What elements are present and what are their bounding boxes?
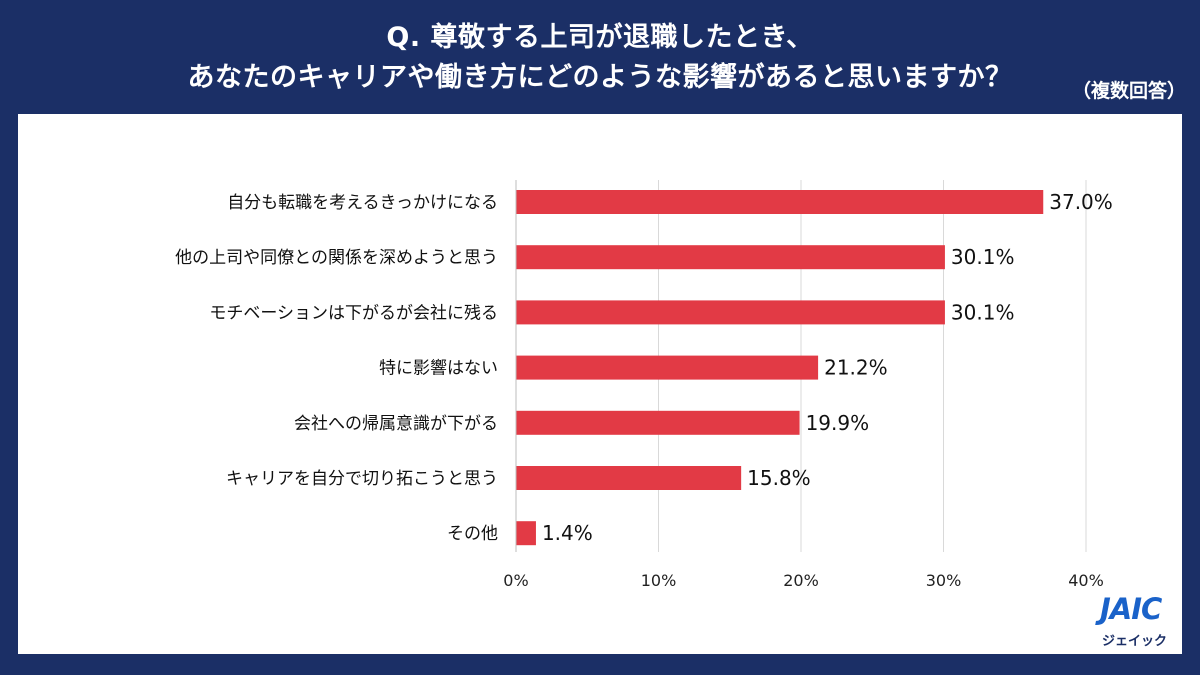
bar: [516, 300, 945, 325]
value-label: 1.4%: [542, 521, 593, 545]
value-label: 30.1%: [951, 300, 1015, 324]
title-line-1: Q. 尊敬する上司が退職したとき、: [386, 22, 814, 53]
x-tick-label: 30%: [926, 571, 962, 590]
value-label: 19.9%: [806, 411, 870, 435]
title-line-2: あなたのキャリアや働き方にどのような影響があると思いますか？: [187, 62, 1013, 93]
logo-text: ジェイック: [1102, 634, 1168, 649]
category-label: モチベーションは下がるが会社に残る: [209, 303, 498, 323]
chart-title: Q. 尊敬する上司が退職したとき、 あなたのキャリアや働き方にどのような影響があ…: [0, 18, 1200, 98]
category-label: 特に影響はない: [379, 359, 498, 379]
value-label: 37.0%: [1049, 190, 1113, 214]
value-label: 15.8%: [747, 466, 811, 490]
multiple-answer-note: （複数回答）: [1071, 80, 1186, 102]
x-tick-label: 0%: [503, 571, 528, 590]
jaic-logo: JAIC ジェイック: [1092, 592, 1184, 652]
x-tick-label: 20%: [783, 571, 819, 590]
category-label: キャリアを自分で切り拓こうと思う: [226, 469, 498, 489]
value-label: 30.1%: [951, 245, 1015, 269]
bar: [516, 245, 945, 270]
bar: [516, 190, 1044, 214]
category-label: 他の上司や同僚との関係を深めようと思う: [175, 248, 498, 268]
category-label: その他: [447, 524, 498, 544]
category-label: 自分も転職を考えるきっかけになる: [227, 193, 498, 213]
bar-chart: 0% 10% 20% 30% 40% 自分も転職を考えるきっかけになる 37.0% 他の上司や…: [175, 180, 1113, 590]
logo-mark: JAIC: [1100, 592, 1162, 626]
bar: [516, 355, 819, 380]
value-label: 21.2%: [824, 356, 888, 380]
category-label: 会社への帰属意識が下がる: [294, 414, 498, 434]
bar: [516, 521, 536, 546]
chart-panel: 0% 10% 20% 30% 40% 自分も転職を考えるきっかけになる 37.0% 他の上司や…: [18, 114, 1182, 654]
x-tick-label: 10%: [641, 571, 677, 590]
x-tick-label: 40%: [1068, 571, 1104, 590]
bar: [516, 466, 742, 490]
bar: [516, 410, 800, 435]
